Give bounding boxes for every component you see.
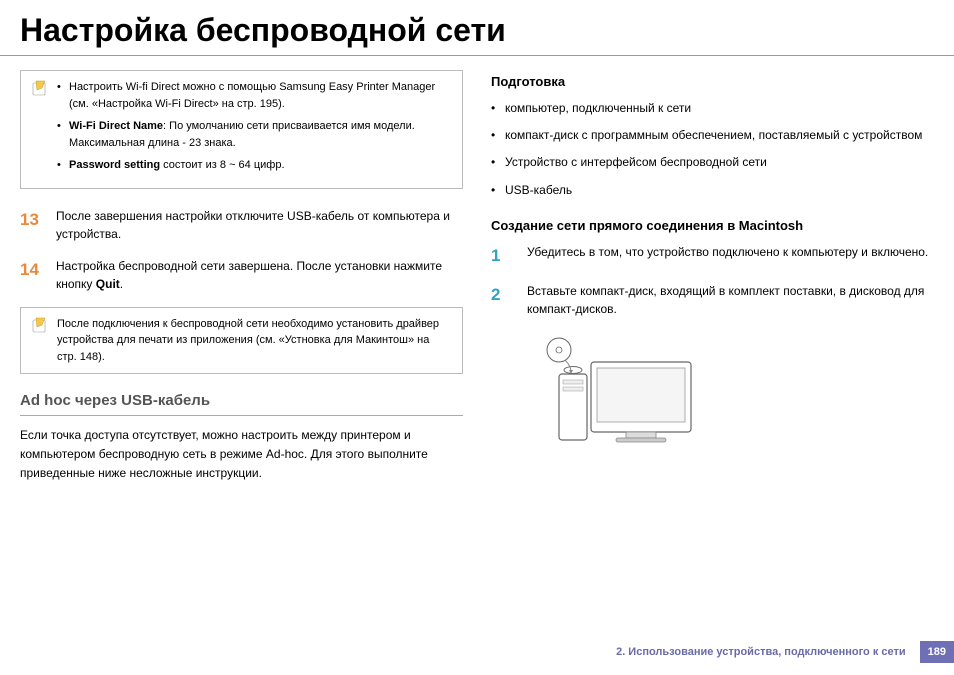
t: Quit <box>96 277 120 291</box>
step-number: 2 <box>491 282 517 318</box>
prep-item: компакт-диск с программным обеспечением,… <box>491 126 934 145</box>
computer-cd-illustration <box>521 332 701 452</box>
prep-list: компьютер, подключенный к сети компакт-д… <box>491 99 934 200</box>
mac-step-2: 2 Вставьте компакт-диск, входящий в комп… <box>491 282 934 318</box>
step-number: 14 <box>20 257 46 293</box>
right-column: Подготовка компьютер, подключенный к сет… <box>491 70 934 494</box>
mac-heading: Создание сети прямого соединения в Macin… <box>491 218 934 233</box>
step-body: Убедитесь в том, что устройство подключе… <box>527 243 934 269</box>
note-icon <box>31 316 49 334</box>
note1-item-0: Настроить Wi-fi Direct можно с помощью S… <box>57 79 452 112</box>
adhoc-heading: Ad hoc через USB-кабель <box>20 392 463 416</box>
note1-item-2: Password setting состоит из 8 ~ 64 цифр. <box>57 157 452 174</box>
prep-item: Устройство с интерфейсом беспроводной се… <box>491 153 934 172</box>
note1-item-1: Wi-Fi Direct Name: По умолчанию сети при… <box>57 118 452 151</box>
page-title: Настройка беспроводной сети <box>0 0 954 56</box>
t: Настроить Wi-fi Direct можно с помощью <box>69 81 279 93</box>
note-icon <box>31 79 49 97</box>
footer-chapter: 2. Использование устройства, подключенно… <box>616 646 916 658</box>
note-content: Настроить Wi-fi Direct можно с помощью S… <box>57 79 452 180</box>
step-14: 14 Настройка беспроводной сети завершена… <box>20 257 463 293</box>
step-13: 13 После завершения настройки отключите … <box>20 207 463 243</box>
content-columns: Настроить Wi-fi Direct можно с помощью S… <box>0 70 954 494</box>
note-box-1: Настроить Wi-fi Direct можно с помощью S… <box>20 70 463 189</box>
step-body: После завершения настройки отключите USB… <box>56 207 463 243</box>
prep-item: компьютер, подключенный к сети <box>491 99 934 118</box>
adhoc-para: Если точка доступа отсутствует, можно на… <box>20 426 463 484</box>
note-content: После подключения к беспроводной сети не… <box>57 316 452 366</box>
step-number: 13 <box>20 207 46 243</box>
prep-heading: Подготовка <box>491 74 934 89</box>
t: Password setting <box>69 159 160 171</box>
note-box-2: После подключения к беспроводной сети не… <box>20 307 463 375</box>
t: (см. «Настройка Wi-Fi Direct» на стр. 19… <box>69 98 285 110</box>
left-column: Настроить Wi-fi Direct можно с помощью S… <box>20 70 463 494</box>
step-body: Вставьте компакт-диск, входящий в компле… <box>527 282 934 318</box>
page-footer: 2. Использование устройства, подключенно… <box>616 641 954 663</box>
step-body: Настройка беспроводной сети завершена. П… <box>56 257 463 293</box>
step-number: 1 <box>491 243 517 269</box>
t: . <box>120 277 123 291</box>
t: Samsung Easy Printer Manager <box>279 81 435 93</box>
footer-page-number: 189 <box>920 641 954 663</box>
mac-step-1: 1 Убедитесь в том, что устройство подклю… <box>491 243 934 269</box>
t: состоит из 8 ~ 64 цифр. <box>160 159 284 171</box>
t: Wi-Fi Direct Name <box>69 120 163 132</box>
prep-item: USB-кабель <box>491 181 934 200</box>
